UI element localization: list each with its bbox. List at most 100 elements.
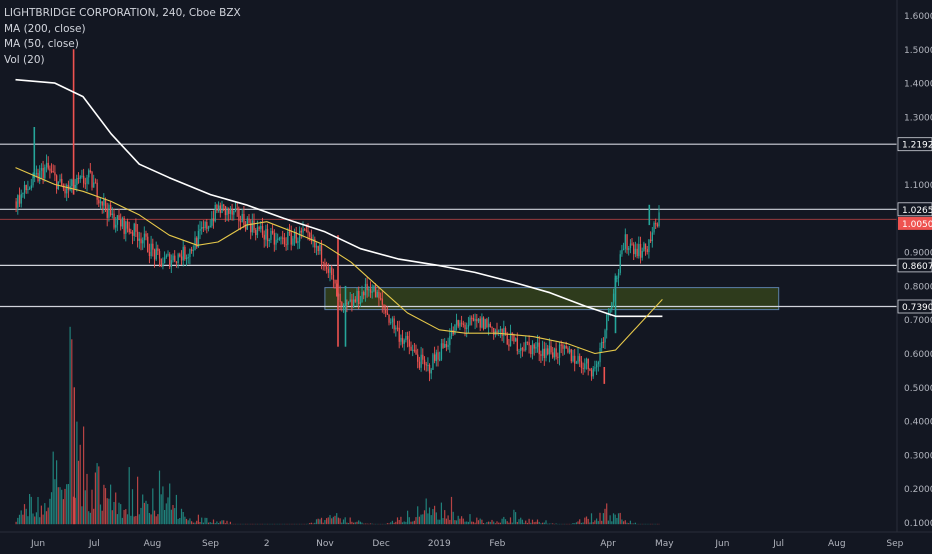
candle-body bbox=[643, 244, 644, 251]
volume-bar bbox=[495, 523, 496, 524]
volume-bar bbox=[130, 516, 131, 524]
candle-body bbox=[658, 212, 659, 226]
symbol-title[interactable]: LIGHTBRIDGE CORPORATION, 240, Cboe BZX bbox=[4, 6, 241, 22]
candle-body bbox=[431, 370, 432, 374]
candle-body bbox=[579, 356, 580, 361]
volume-bar bbox=[475, 523, 476, 525]
candle-body bbox=[404, 340, 405, 344]
volume-bar bbox=[594, 520, 595, 524]
volume-bar bbox=[588, 519, 589, 524]
candle-body bbox=[137, 232, 138, 241]
volume-bar bbox=[323, 523, 324, 525]
volume-bar bbox=[370, 524, 371, 525]
volume-bar bbox=[120, 504, 121, 524]
candle-body bbox=[412, 350, 413, 351]
candle-body bbox=[122, 218, 123, 227]
volume-bar bbox=[532, 520, 533, 525]
volume-bar bbox=[496, 521, 497, 524]
volume-bar bbox=[135, 516, 136, 524]
candle-body bbox=[348, 302, 349, 304]
candle-body bbox=[372, 291, 373, 292]
last-price-label: 1.0050 bbox=[902, 220, 932, 230]
candle-body bbox=[488, 324, 489, 327]
volume-bar bbox=[81, 506, 82, 524]
candle-body bbox=[520, 348, 521, 351]
volume-bar bbox=[63, 499, 64, 524]
candle-body bbox=[618, 273, 619, 278]
volume-bar bbox=[340, 518, 341, 524]
candle-body bbox=[523, 350, 524, 351]
candle-body bbox=[429, 365, 430, 373]
volume-bar bbox=[473, 522, 474, 524]
candle-body bbox=[274, 233, 275, 244]
candle-body bbox=[550, 346, 551, 353]
volume-bar bbox=[616, 518, 617, 524]
volume-legend[interactable]: Vol (20) bbox=[4, 53, 241, 69]
candle-body bbox=[260, 226, 261, 229]
candle-body bbox=[640, 244, 641, 258]
candle-body bbox=[257, 227, 258, 235]
candle-body bbox=[449, 336, 450, 345]
volume-bar bbox=[188, 520, 189, 524]
candle-body bbox=[392, 319, 393, 323]
candle-body bbox=[574, 356, 575, 364]
volume-bar bbox=[70, 327, 71, 524]
time-tick-label: 2 bbox=[264, 539, 270, 549]
volume-bar bbox=[539, 522, 540, 524]
volume-bar bbox=[49, 499, 50, 524]
ma50-legend[interactable]: MA (50, close) bbox=[4, 37, 241, 53]
candle-body bbox=[279, 238, 280, 239]
volume-bar bbox=[59, 487, 60, 524]
candle-body bbox=[388, 315, 389, 323]
volume-bar bbox=[458, 516, 459, 524]
volume-bar bbox=[343, 520, 344, 525]
volume-bar bbox=[152, 488, 153, 524]
volume-bar bbox=[226, 521, 227, 524]
volume-bar bbox=[419, 517, 420, 525]
volume-bar bbox=[410, 522, 411, 524]
candle-body bbox=[604, 330, 605, 342]
volume-bar bbox=[437, 520, 438, 525]
candle-body bbox=[377, 292, 378, 298]
volume-bar bbox=[446, 519, 447, 525]
volume-bar bbox=[485, 524, 486, 525]
candle-body bbox=[218, 206, 219, 212]
candle-body bbox=[395, 328, 396, 330]
volume-bar bbox=[100, 505, 101, 525]
ma200-legend[interactable]: MA (200, close) bbox=[4, 22, 241, 38]
candle-body bbox=[387, 313, 388, 315]
candle-body bbox=[253, 221, 254, 230]
volume-bar bbox=[491, 520, 492, 524]
time-tick-label: 2019 bbox=[428, 539, 451, 549]
candle-body bbox=[485, 319, 486, 329]
candle-body bbox=[83, 176, 84, 184]
volume-bar bbox=[345, 517, 346, 524]
volume-bar bbox=[334, 516, 335, 524]
volume-bar bbox=[201, 518, 202, 525]
volume-bar bbox=[405, 522, 406, 524]
candle-body bbox=[247, 218, 248, 229]
volume-bar bbox=[579, 519, 580, 524]
candle-body bbox=[556, 348, 557, 356]
volume-bar bbox=[43, 515, 44, 525]
volume-bar bbox=[508, 523, 509, 525]
volume-bar bbox=[544, 523, 545, 525]
volume-bar bbox=[129, 467, 130, 524]
volume-bar bbox=[112, 510, 113, 524]
candle-body bbox=[370, 289, 371, 292]
volume-bar bbox=[633, 524, 634, 525]
candle-body bbox=[319, 245, 320, 251]
candle-body bbox=[115, 225, 116, 228]
level-price-label: 0.7390 bbox=[902, 303, 932, 313]
volume-bar bbox=[179, 518, 180, 524]
candle-body bbox=[302, 229, 303, 232]
volume-bar bbox=[26, 509, 27, 524]
volume-bar bbox=[388, 523, 389, 524]
candle-body bbox=[635, 249, 636, 254]
candle-body bbox=[16, 201, 17, 207]
volume-bar bbox=[21, 510, 22, 524]
candle-body bbox=[26, 185, 27, 190]
